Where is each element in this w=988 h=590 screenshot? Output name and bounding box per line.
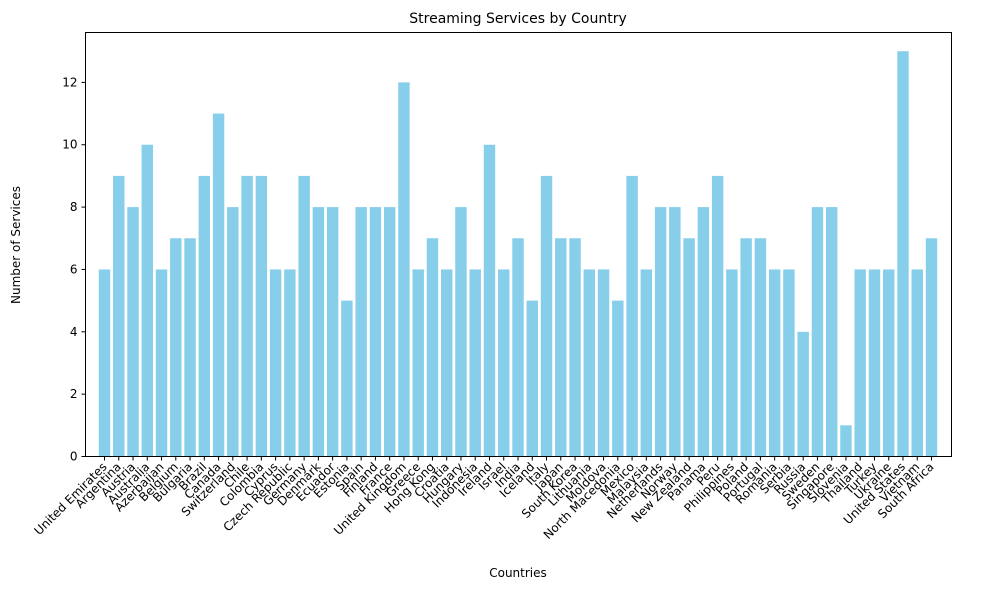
x-tick-label-0: United Emirates bbox=[31, 460, 109, 538]
bar-36 bbox=[612, 300, 624, 457]
bar-0 bbox=[98, 269, 111, 457]
bar-13 bbox=[284, 269, 296, 457]
bar-57 bbox=[911, 269, 923, 457]
bar-45 bbox=[740, 238, 752, 457]
bar-26 bbox=[469, 269, 481, 457]
bar-37 bbox=[626, 175, 638, 457]
bar-6 bbox=[184, 238, 196, 457]
chart-title: Streaming Services by Country bbox=[409, 11, 626, 27]
bar-48 bbox=[783, 269, 795, 457]
bar-39 bbox=[654, 207, 667, 457]
bar-41 bbox=[683, 238, 695, 457]
bar-15 bbox=[312, 207, 325, 457]
bar-4 bbox=[155, 269, 168, 457]
bar-23 bbox=[426, 238, 439, 457]
bar-9 bbox=[227, 207, 239, 457]
bar-56 bbox=[897, 51, 909, 457]
bar-52 bbox=[840, 425, 852, 457]
bar-35 bbox=[597, 269, 610, 457]
bar-2 bbox=[127, 207, 139, 457]
bar-18 bbox=[355, 207, 367, 457]
bar-43 bbox=[711, 175, 724, 457]
bar-8 bbox=[212, 113, 225, 457]
y-tick-label-5: 10 bbox=[62, 138, 77, 152]
y-tick-label-3: 6 bbox=[70, 262, 78, 276]
bar-58 bbox=[925, 238, 938, 457]
bar-30 bbox=[526, 300, 538, 457]
bar-51 bbox=[825, 207, 838, 457]
bar-11 bbox=[255, 175, 268, 457]
y-tick-label-6: 12 bbox=[62, 75, 77, 89]
bar-46 bbox=[754, 238, 767, 457]
x-axis-label: Countries bbox=[489, 566, 547, 580]
bar-5 bbox=[170, 238, 182, 457]
bar-20 bbox=[383, 207, 396, 457]
bar-14 bbox=[298, 175, 310, 457]
bar-50 bbox=[811, 207, 824, 457]
bar-25 bbox=[455, 207, 467, 457]
plot-frame bbox=[85, 32, 952, 457]
bar-55 bbox=[883, 269, 895, 457]
bar-27 bbox=[483, 144, 496, 457]
bar-22 bbox=[412, 269, 424, 457]
bar-24 bbox=[441, 269, 453, 457]
bar-33 bbox=[569, 238, 581, 457]
bar-53 bbox=[854, 269, 866, 457]
y-axis-label: Number of Services bbox=[9, 186, 23, 304]
bars-group bbox=[98, 51, 938, 457]
bar-28 bbox=[498, 269, 510, 457]
bar-21 bbox=[398, 82, 410, 457]
y-tick-label-2: 4 bbox=[70, 325, 78, 339]
y-axis: 0 2 4 6 8 10 12 bbox=[62, 75, 86, 464]
y-tick-label-1: 2 bbox=[70, 387, 78, 401]
bar-38 bbox=[640, 269, 653, 457]
bar-7 bbox=[198, 175, 211, 457]
bar-32 bbox=[555, 238, 567, 457]
x-axis: United EmiratesArgentinaAustriaAustralia… bbox=[31, 456, 937, 542]
y-tick-label-0: 0 bbox=[70, 450, 78, 464]
bar-47 bbox=[768, 269, 781, 457]
bar-1 bbox=[113, 175, 125, 457]
bar-44 bbox=[726, 269, 738, 457]
bar-12 bbox=[269, 269, 282, 457]
bar-49 bbox=[797, 331, 809, 457]
bar-10 bbox=[241, 175, 253, 457]
bar-34 bbox=[583, 269, 595, 457]
bar-40 bbox=[669, 207, 681, 457]
bar-54 bbox=[868, 269, 881, 457]
bar-19 bbox=[369, 207, 382, 457]
bar-3 bbox=[141, 144, 153, 457]
bar-42 bbox=[697, 207, 710, 457]
bar-29 bbox=[512, 238, 524, 457]
bar-16 bbox=[326, 207, 339, 457]
bar-31 bbox=[540, 175, 553, 457]
y-tick-label-4: 8 bbox=[70, 200, 78, 214]
bar-17 bbox=[341, 300, 353, 457]
